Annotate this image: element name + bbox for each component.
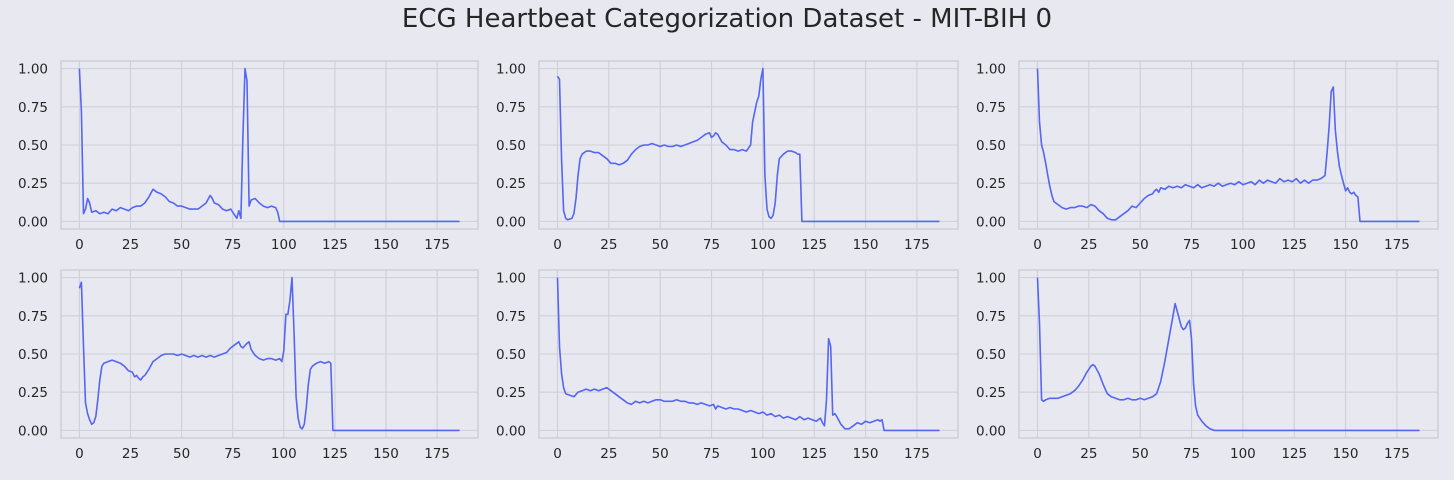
x-tick-label: 150 [853,237,879,253]
y-tick-label: 0.00 [496,423,526,439]
y-tick-label: 1.00 [496,62,526,78]
x-tick-label: 50 [652,446,669,462]
x-tick-label: 25 [1080,446,1097,462]
subplot-6: 0 25 50 75 100 125 150 175 0.00 0.25 0.50 0.75 1.00 [976,269,1439,462]
x-tick-label: 0 [75,237,84,253]
ecg-signal-line [1036,277,1420,432]
subplot-2: 0 25 50 75 100 125 150 175 0.00 0.25 0.50 0.75 1.00 [496,60,959,253]
x-tick-label: 25 [122,446,139,462]
ecg-signal-line [78,67,460,223]
x-tick-label: 50 [1132,237,1149,253]
x-tick-label: 150 [373,237,399,253]
subplot-5: 0 25 50 75 100 125 150 175 0.00 0.25 0.50 0.75 1.00 [496,269,959,462]
x-tick-label: 125 [322,446,348,462]
x-tick-label: 100 [271,237,297,253]
y-tick-label: 0.25 [496,385,526,401]
x-tick-label: 150 [1333,237,1359,253]
y-tick-label: 0.50 [976,138,1006,154]
y-tick-label: 0.50 [496,138,526,154]
y-tick-label: 0.00 [976,423,1006,439]
y-tick-label: 0.50 [18,347,48,363]
x-tick-label: 75 [224,237,241,253]
y-tick-label: 0.75 [496,309,526,325]
x-tick-label: 0 [1033,237,1042,253]
x-tick-label: 0 [75,446,84,462]
x-tick-label: 75 [224,446,241,462]
x-tick-label: 25 [122,237,139,253]
x-tick-label: 50 [652,237,669,253]
x-tick-label: 0 [1033,446,1042,462]
figure-title: ECG Heartbeat Categorization Dataset - M… [401,4,1053,34]
y-tick-label: 0.25 [496,176,526,192]
x-tick-label: 25 [600,446,617,462]
y-tick-label: 0.75 [976,100,1006,116]
y-tick-label: 0.00 [18,214,48,230]
x-tick-label: 50 [1132,446,1149,462]
y-tick-label: 0.25 [976,176,1006,192]
ecg-signal-line [1036,68,1420,223]
x-tick-label: 175 [1384,237,1410,253]
y-tick-label: 1.00 [496,271,526,287]
x-tick-label: 175 [424,446,450,462]
y-tick-label: 0.75 [18,309,48,325]
y-tick-label: 0.00 [976,214,1006,230]
x-tick-label: 175 [1384,446,1410,462]
x-tick-label: 175 [424,237,450,253]
y-tick-label: 0.00 [496,214,526,230]
x-tick-label: 75 [703,446,720,462]
y-tick-label: 0.75 [976,309,1006,325]
y-tick-label: 0.75 [496,100,526,116]
x-tick-label: 125 [1281,446,1307,462]
x-tick-label: 125 [801,446,827,462]
y-tick-label: 0.25 [18,385,48,401]
x-tick-label: 50 [173,237,190,253]
x-tick-label: 125 [1281,237,1307,253]
y-tick-label: 0.00 [18,423,48,439]
x-tick-label: 125 [801,237,827,253]
x-tick-label: 75 [1183,446,1200,462]
y-tick-label: 1.00 [976,62,1006,78]
subplot-1: 0 25 50 75 100 125 150 175 0.00 0.25 0.50 0.75 1.00 [18,60,479,253]
x-tick-label: 150 [1333,446,1359,462]
x-tick-label: 50 [173,446,190,462]
x-tick-label: 150 [853,446,879,462]
x-tick-label: 0 [553,237,562,253]
y-tick-label: 0.25 [976,385,1006,401]
x-tick-label: 25 [1080,237,1097,253]
x-tick-label: 100 [1230,446,1256,462]
subplot-4: 0 25 50 75 100 125 150 175 0.00 0.25 0.50 0.75 1.00 [18,269,479,462]
x-tick-label: 150 [373,446,399,462]
y-tick-label: 0.50 [18,138,48,154]
x-tick-label: 100 [750,237,776,253]
x-tick-label: 175 [904,446,930,462]
x-tick-label: 25 [600,237,617,253]
x-tick-label: 175 [904,237,930,253]
x-tick-label: 100 [1230,237,1256,253]
x-tick-label: 125 [322,237,348,253]
x-tick-label: 75 [1183,237,1200,253]
y-tick-label: 0.25 [18,176,48,192]
subplot-3: 0 25 50 75 100 125 150 175 0.00 0.25 0.50 0.75 1.00 [976,60,1439,253]
ecg-signal-line [556,67,940,223]
x-tick-label: 100 [271,446,297,462]
x-tick-label: 100 [750,446,776,462]
y-tick-label: 1.00 [976,271,1006,287]
x-tick-label: 75 [703,237,720,253]
y-tick-label: 0.50 [976,347,1006,363]
x-tick-label: 0 [553,446,562,462]
y-tick-label: 1.00 [18,271,48,287]
y-tick-label: 1.00 [18,62,48,78]
y-tick-label: 0.75 [18,100,48,116]
ecg-signal-line [78,276,460,432]
y-tick-label: 0.50 [496,347,526,363]
ecg-signal-line [556,277,940,432]
